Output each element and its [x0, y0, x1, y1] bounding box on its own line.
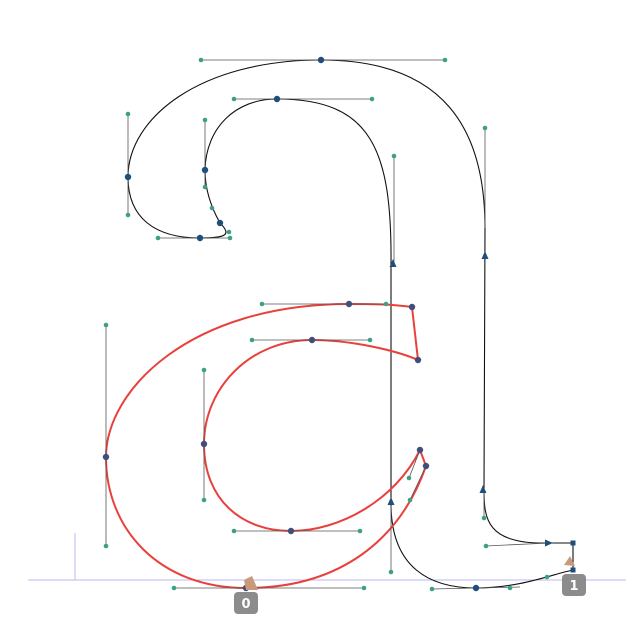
corner-node — [570, 567, 576, 573]
offcurve-handle — [198, 57, 204, 63]
offcurve-handle — [155, 235, 161, 241]
offcurve-handle — [481, 515, 487, 521]
outer-contour[interactable] — [127, 59, 574, 589]
metrics-lines — [28, 533, 626, 581]
selected-oncurve-nodes[interactable] — [102, 300, 430, 592]
offcurve-handle — [407, 497, 413, 503]
oncurve-nodes[interactable] — [124, 56, 480, 592]
offcurve-handle — [367, 337, 373, 343]
oncurve-node — [201, 166, 209, 174]
selected-contour[interactable] — [104, 302, 428, 590]
offcurve-handle — [507, 585, 513, 591]
contour-badge-1: 1 — [562, 574, 586, 596]
offcurve-handle — [226, 229, 232, 235]
offcurve-handle — [391, 153, 397, 159]
offcurve-handle — [201, 497, 207, 503]
direction-arrows — [387, 251, 553, 547]
offcurve-handle — [429, 586, 435, 592]
contour-index-label: 0 — [241, 597, 250, 612]
offcurve-handle — [406, 475, 412, 481]
offcurve-handle — [231, 528, 237, 534]
oncurve-node — [414, 356, 422, 364]
triangle-arrow-icon — [479, 485, 487, 493]
offcurve-handle — [259, 301, 265, 307]
corner-nodes[interactable] — [570, 540, 576, 573]
offcurve-handle — [125, 111, 131, 117]
offcurve-handle — [361, 585, 367, 591]
offcurve-handle — [227, 235, 233, 241]
contour-index-label: 1 — [569, 579, 578, 594]
offcurve-handle — [202, 117, 208, 123]
offcurve-handle — [383, 301, 389, 307]
offcurve-handle — [442, 57, 448, 63]
offcurve-handle — [369, 96, 375, 102]
offcurve-handle — [249, 337, 255, 343]
offcurve-handle — [388, 569, 394, 575]
offcurve-handle — [357, 528, 363, 534]
oncurve-node — [273, 95, 281, 103]
oncurve-node — [200, 440, 208, 448]
oncurve-node — [317, 56, 325, 64]
offcurve-handle — [103, 322, 109, 328]
oncurve-node — [422, 462, 430, 470]
offcurve-handle — [171, 585, 177, 591]
offcurve-handles[interactable] — [103, 57, 550, 592]
oncurve-node — [345, 300, 353, 308]
oncurve-node — [287, 527, 295, 535]
handle-lines — [105, 59, 550, 590]
triangle-arrow-icon — [389, 259, 397, 267]
start-markers — [244, 556, 575, 590]
oncurve-node — [216, 219, 224, 227]
oncurve-node — [416, 446, 424, 454]
offcurve-handle — [482, 125, 488, 131]
start-point-marker-icon — [244, 576, 258, 590]
offcurve-handle — [201, 367, 207, 373]
oncurve-node — [196, 234, 204, 242]
oncurve-node — [124, 173, 132, 181]
offcurve-handle — [483, 543, 489, 549]
contour-badge-0: 0 — [234, 592, 258, 614]
offcurve-handle — [231, 96, 237, 102]
triangle-arrow-icon — [545, 539, 553, 547]
offcurve-handle — [209, 205, 215, 211]
offcurve-handle — [544, 574, 550, 580]
oncurve-node — [102, 453, 110, 461]
triangle-arrow-icon — [481, 251, 489, 259]
corner-node — [570, 540, 576, 546]
oncurve-node — [408, 303, 416, 311]
oncurve-node — [472, 584, 480, 592]
offcurve-handle — [202, 184, 208, 190]
offcurve-handle — [125, 212, 131, 218]
oncurve-node — [308, 336, 316, 344]
offcurve-handle — [103, 543, 109, 549]
triangle-arrow-icon — [387, 497, 395, 505]
start-point-marker-icon — [564, 556, 575, 566]
